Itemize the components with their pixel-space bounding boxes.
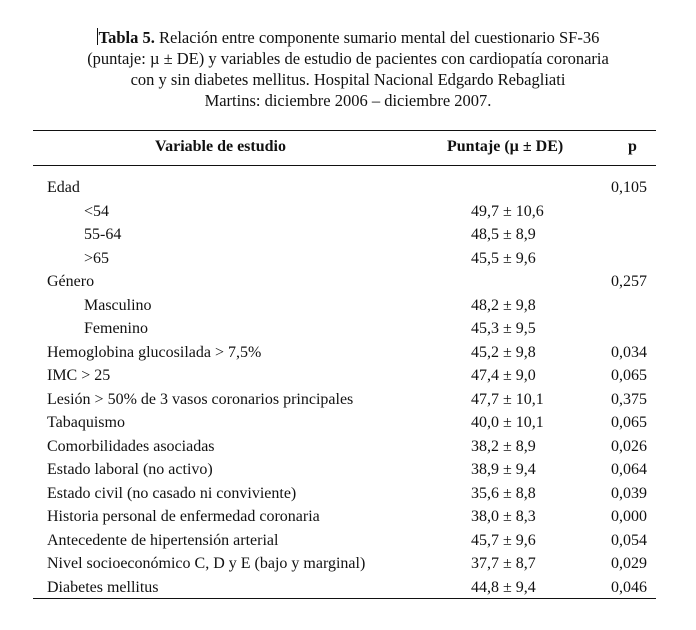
table-row: Comorbilidades asociadas 38,2 ± 8,9 0,026 (0, 436, 696, 460)
row-score: 47,4 ± 9,0 (471, 367, 536, 384)
row-score: 49,7 ± 10,6 (471, 202, 544, 220)
row-variable: Masculino (84, 296, 152, 314)
row-p-value: 0,026 (611, 437, 647, 455)
caption-title: Tabla 5. (98, 28, 155, 47)
text-cursor (96, 28, 98, 45)
table-row: Estado laboral (no activo) 38,9 ± 9,4 0,06… (0, 459, 696, 483)
row-variable: Femenino (84, 320, 148, 337)
row-variable: Tabaquismo (47, 414, 125, 431)
table-row: <54 49,7 ± 10,6 (0, 201, 696, 225)
row-score: 45,7 ± 9,6 (471, 531, 536, 549)
table-row: Diabetes mellitus 44,8 ± 9,4 0,046 (0, 577, 696, 601)
row-p-value: 0,034 (611, 343, 647, 361)
caption-line-3: con y sin diabetes mellitus. Hospital Na… (130, 70, 566, 89)
header-variable: Variable de estudio (155, 138, 286, 155)
row-variable: Diabetes mellitus (47, 578, 159, 596)
table-row: Femenino 45,3 ± 9,5 (0, 318, 696, 342)
caption-line-1-text: Relación entre componente sumario mental… (154, 28, 600, 47)
table-row: Tabaquismo 40,0 ± 10,1 0,065 (0, 412, 696, 436)
row-variable: Lesión > 50% de 3 vasos coronarios princ… (47, 390, 354, 408)
row-variable: Nivel socioeconómico C, D y E (bajo y ma… (47, 555, 366, 572)
row-score: 47,7 ± 10,1 (471, 390, 544, 408)
header-p: p (628, 138, 637, 155)
table-row: Historia personal de enfermedad coronari… (0, 506, 696, 530)
row-p-value: 0,065 (611, 367, 647, 384)
row-variable: Estado civil (no casado ni conviviente) (47, 484, 297, 502)
row-p-value: 0,064 (611, 461, 647, 478)
table-body: Edad 0,105 <54 49,7 ± 10,6 55-64 48,5 ± 8,9 >6… (0, 177, 696, 600)
caption-line-1: Tabla 5. Relación entre componente sumar… (0, 27, 696, 48)
caption-line-2: (puntaje: µ ± DE) y variables de estudio… (87, 49, 609, 68)
row-score: 45,2 ± 9,8 (471, 343, 536, 361)
row-variable: 55-64 (84, 226, 122, 243)
table-header-rule (33, 165, 656, 166)
row-score: 40,0 ± 10,1 (471, 414, 544, 431)
row-variable: Género (47, 273, 95, 290)
table-row: Lesión > 50% de 3 vasos coronarios princ… (0, 389, 696, 413)
row-p-value: 0,046 (611, 578, 647, 596)
row-p-value: 0,054 (611, 531, 647, 549)
row-variable: Antecedente de hipertensión arterial (47, 531, 279, 549)
row-p-value: 0,029 (611, 555, 647, 572)
row-p-value: 0,105 (611, 179, 647, 196)
row-p-value: 0,065 (611, 414, 647, 431)
row-variable: Hemoglobina glucosilada > 7,5% (47, 343, 262, 361)
row-p-value: 0,375 (611, 390, 647, 408)
table-row: Masculino 48,2 ± 9,8 (0, 295, 696, 319)
row-score: 44,8 ± 9,4 (471, 578, 536, 596)
table-row: Estado civil (no casado ni conviviente) 3… (0, 483, 696, 507)
row-p-value: 0,039 (611, 484, 647, 502)
row-p-value: 0,257 (611, 273, 647, 290)
table-caption: Tabla 5. Relación entre componente sumar… (0, 27, 696, 111)
row-score: 45,3 ± 9,5 (471, 320, 536, 337)
row-variable: >65 (84, 249, 110, 267)
row-p-value: 0,000 (611, 508, 647, 525)
table-bottom-rule (33, 598, 656, 599)
table-row: >65 45,5 ± 9,6 (0, 248, 696, 272)
row-variable: Historia personal de enfermedad coronari… (47, 508, 320, 525)
row-score: 38,2 ± 8,9 (471, 437, 536, 455)
row-variable: <54 (84, 202, 110, 220)
row-score: 38,0 ± 8,3 (471, 508, 536, 525)
row-variable: Comorbilidades asociadas (47, 437, 215, 455)
row-variable: Edad (47, 179, 80, 196)
table-row: 55-64 48,5 ± 8,9 (0, 224, 696, 248)
table-row: Antecedente de hipertensión arterial 45,7… (0, 530, 696, 554)
row-score: 48,2 ± 9,8 (471, 296, 536, 314)
table-row: Edad 0,105 (0, 177, 696, 201)
row-score: 37,7 ± 8,7 (471, 555, 536, 572)
table-row: Hemoglobina glucosilada > 7,5% 45,2 ± 9,8… (0, 342, 696, 366)
row-score: 35,6 ± 8,8 (471, 484, 536, 502)
row-variable: Estado laboral (no activo) (47, 461, 213, 478)
table-row: IMC > 25 47,4 ± 9,0 0,065 (0, 365, 696, 389)
table-row: Género 0,257 (0, 271, 696, 295)
table-top-rule (33, 130, 656, 131)
header-score: Puntaje (µ ± DE) (447, 138, 564, 155)
row-score: 45,5 ± 9,6 (471, 249, 536, 267)
table-row: Nivel socioeconómico C, D y E (bajo y ma… (0, 553, 696, 577)
caption-line-4: Martins: diciembre 2006 – diciembre 2007… (204, 91, 492, 110)
row-score: 38,9 ± 9,4 (471, 461, 536, 478)
row-score: 48,5 ± 8,9 (471, 226, 536, 243)
row-variable: IMC > 25 (47, 367, 111, 384)
